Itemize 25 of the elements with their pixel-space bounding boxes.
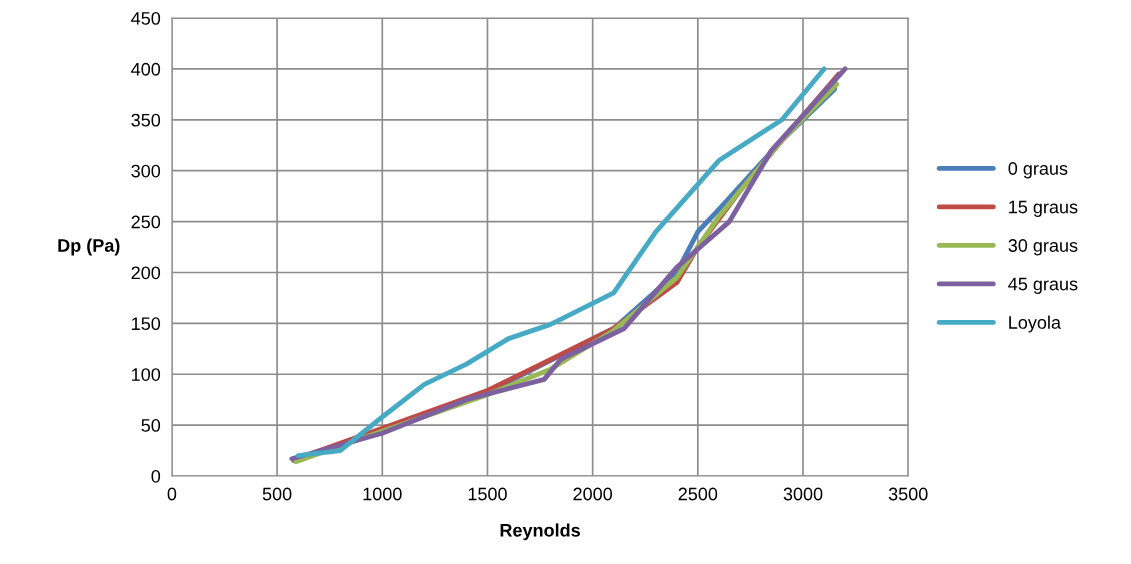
x-axis-title: Reynolds (500, 523, 580, 541)
y-axis-title: Dp (Pa) (58, 238, 120, 256)
y-tick-label: 150 (132, 317, 161, 331)
x-tick-label: 1500 (468, 487, 507, 501)
x-tick-label: 1000 (363, 487, 402, 501)
legend-label: Loyola (1009, 315, 1061, 333)
y-tick-label: 300 (131, 164, 161, 178)
y-tick-label: 50 (141, 419, 161, 432)
y-tick-label: 200 (131, 266, 161, 280)
y-tick-label: 250 (131, 215, 161, 229)
y-tick-label: 350 (131, 113, 161, 127)
y-tick-label: 400 (131, 62, 161, 76)
x-tick-label: 2500 (678, 487, 718, 501)
x-tick-label: 3000 (783, 487, 823, 501)
y-tick-label: 100 (132, 368, 161, 381)
x-tick-label: 2000 (573, 487, 613, 501)
legend-label: 30 graus (1008, 239, 1078, 256)
legend-label: 15 graus (1009, 200, 1078, 217)
legend-label: 45 graus (1008, 277, 1078, 294)
x-tick-label: 3500 (888, 487, 928, 501)
x-tick-label: 500 (262, 487, 292, 501)
y-tick-label: 0 (151, 469, 161, 483)
x-tick-label: 0 (167, 487, 177, 501)
legend-label: 0 graus (1008, 162, 1068, 179)
y-tick-label: 450 (131, 11, 161, 25)
